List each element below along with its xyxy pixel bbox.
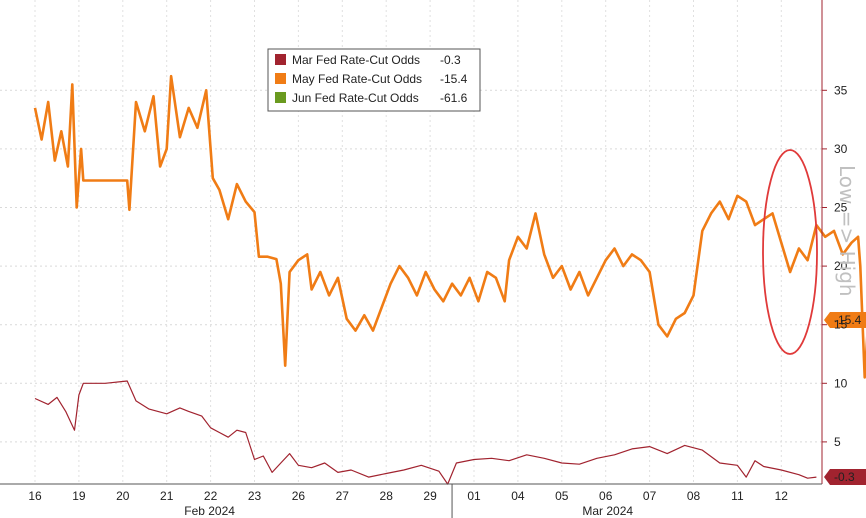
x-tick-label: 01 <box>467 489 481 503</box>
series-line-mar <box>34 380 817 485</box>
legend-swatch <box>275 54 286 65</box>
x-tick-label: 23 <box>248 489 262 503</box>
legend-entry-name: May Fed Rate-Cut Odds <box>292 72 422 86</box>
x-tick-label: 29 <box>423 489 437 503</box>
x-tick-label: 27 <box>336 489 350 503</box>
x-tick-label: 21 <box>160 489 174 503</box>
legend-entry-name: Jun Fed Rate-Cut Odds <box>292 91 419 105</box>
x-tick-label: 22 <box>204 489 218 503</box>
legend-entry-value: -61.6 <box>440 91 468 105</box>
last-value-badge-shape <box>824 312 866 329</box>
x-tick-label: 11 <box>731 489 744 503</box>
x-tick-label: 08 <box>687 489 701 503</box>
month-label: Mar 2024 <box>582 504 633 518</box>
y-tick-label: 15 <box>834 318 848 332</box>
legend-entry-name: Mar Fed Rate-Cut Odds <box>292 53 420 67</box>
annotations: Low => High <box>762 149 859 355</box>
legend-swatch <box>275 92 286 103</box>
x-tick-label: 12 <box>775 489 789 503</box>
x-tick-label: 20 <box>116 489 130 503</box>
x-tick-label: 26 <box>292 489 306 503</box>
y-tick-label: 5 <box>834 435 841 449</box>
x-tick-label: 07 <box>643 489 657 503</box>
last-value-badge: -15.4 <box>824 312 866 329</box>
legend: Mar Fed Rate-Cut Odds -0.3 May Fed Rate-Cu… <box>267 48 481 112</box>
last-value-badge-text: -15.4 <box>834 313 862 327</box>
x-tick-label: 16 <box>28 489 42 503</box>
y-tick-label: 25 <box>834 201 848 215</box>
y-tick-label: 20 <box>834 259 848 273</box>
legend-swatch <box>275 73 286 84</box>
x-tick-label: 06 <box>599 489 613 503</box>
highlight-ellipse <box>762 149 818 355</box>
series-layer: -0.3 -15.4 <box>33 74 866 486</box>
x-tick-label: 05 <box>555 489 569 503</box>
legend-entry-value: -15.4 <box>440 72 468 86</box>
x-tick-label: 04 <box>511 489 525 503</box>
y-axis: 5 10 15 20 25 30 35 <box>821 0 848 484</box>
x-axis: 16 19 20 21 22 23 26 27 28 29 01 04 05 06 07 08 11 12 Feb … <box>0 483 822 518</box>
last-value-badge-shape <box>824 469 866 486</box>
last-value-badge: -0.3 <box>824 469 866 486</box>
low-high-annotation: Low => High <box>835 165 859 297</box>
y-tick-label: 10 <box>834 376 848 390</box>
x-tick-label: 19 <box>72 489 86 503</box>
last-value-badge-text: -0.3 <box>834 470 855 484</box>
series-line-may <box>33 74 866 379</box>
y-tick-label: 30 <box>834 142 848 156</box>
y-tick-label: 35 <box>834 83 848 97</box>
x-tick-label: 28 <box>380 489 394 503</box>
legend-entry-value: -0.3 <box>440 53 461 67</box>
legend-box <box>267 48 481 112</box>
month-label: Feb 2024 <box>184 504 235 518</box>
